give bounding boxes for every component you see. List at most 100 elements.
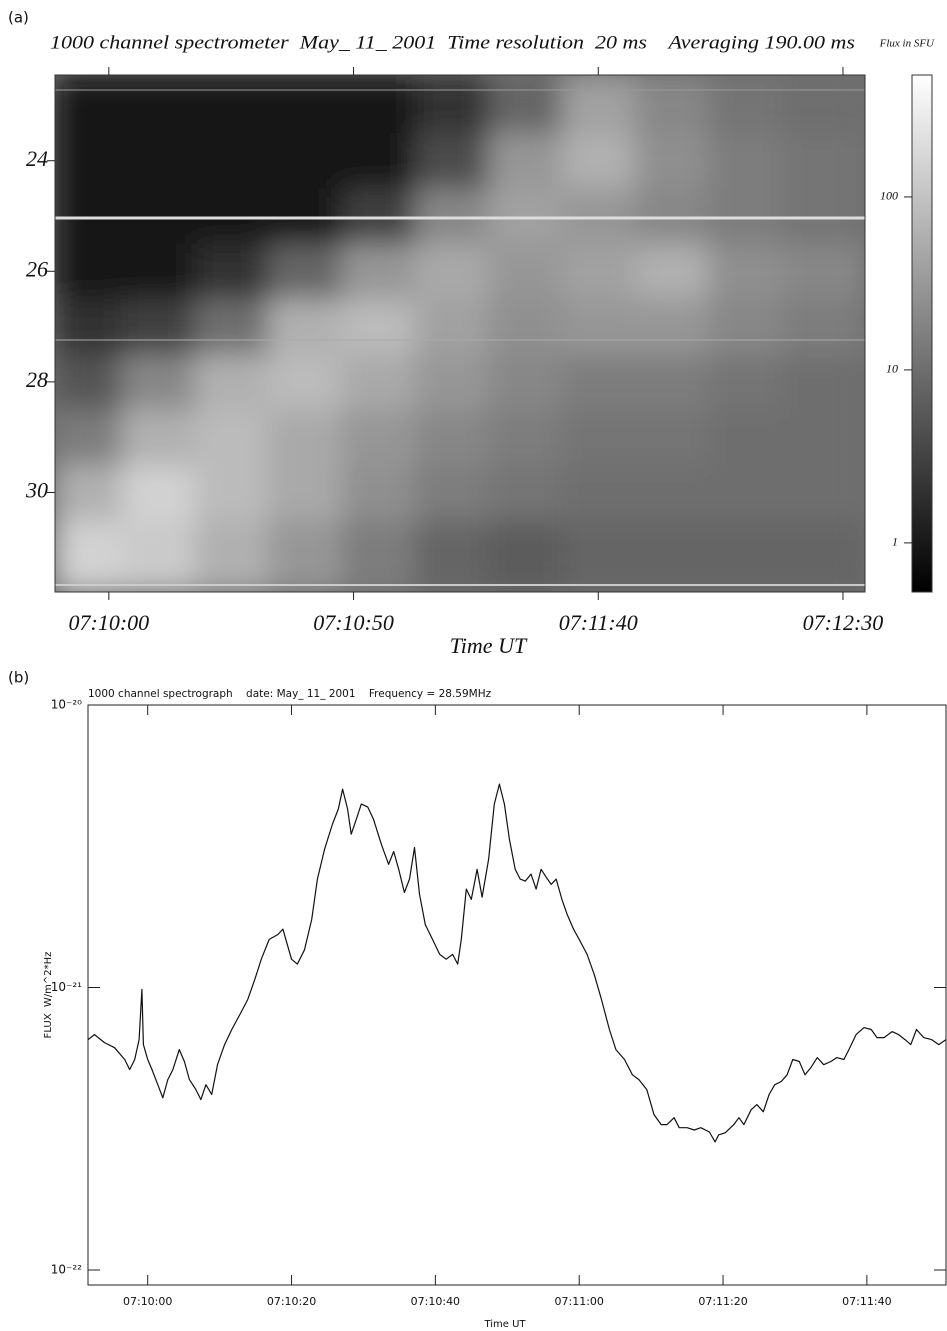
- heatmap-cell: [414, 133, 489, 189]
- chart-title: 1000 channel spectrograph date: May_ 11_…: [88, 688, 492, 700]
- heatmap-cell: [488, 188, 563, 245]
- heatmap-cell: [488, 243, 563, 300]
- y-tick-label: 28: [26, 367, 48, 392]
- heatmap-cell: [634, 298, 709, 355]
- heatmap-cell: [267, 188, 342, 245]
- heatmap-cell: [488, 133, 563, 189]
- interference-lines: [55, 89, 865, 586]
- heatmap-cell: [561, 520, 636, 592]
- heatmap-cell: [634, 75, 709, 134]
- heatmap-cell: [414, 188, 489, 245]
- heatmap-cell: [194, 298, 269, 355]
- heatmap-cell: [781, 133, 865, 189]
- chart-layer: (a) 1000 channel spectrometer May_ 11_ 20…: [8, 9, 946, 1330]
- heatmap-cell: [55, 298, 122, 355]
- heatmap-cell: [781, 298, 865, 355]
- plot-area: [88, 783, 946, 1143]
- heatmap-cell: [55, 188, 122, 245]
- heatmap-cell: [121, 75, 195, 134]
- heatmap-cell: [121, 188, 195, 245]
- colorbar-label: Flux in SFU: [879, 38, 935, 50]
- heatmap-cell: [708, 464, 783, 521]
- heatmap-cell: [708, 75, 783, 134]
- spectrogram: [55, 75, 865, 592]
- heatmap-cell: [414, 354, 489, 411]
- plot-frame: [87, 704, 947, 1286]
- heatmap-cell: [414, 464, 489, 521]
- heatmap-cell: [708, 354, 783, 411]
- heatmap-cell: [561, 298, 636, 355]
- x-axis-label: Time UT: [450, 633, 528, 658]
- heatmap-cell: [341, 298, 416, 355]
- y-tick-label: 10⁻²²: [51, 1263, 82, 1277]
- heatmap-cell: [488, 464, 563, 521]
- heatmap-cell: [55, 75, 122, 134]
- x-axis-label: Time UT: [483, 1319, 526, 1330]
- heatmap-cell: [708, 520, 783, 592]
- heatmap-cell: [121, 464, 195, 521]
- x-tick-label: 07:11:20: [698, 1295, 747, 1308]
- heatmap-cell: [488, 298, 563, 355]
- heatmap-cell: [194, 464, 269, 521]
- heatmap-cell: [194, 243, 269, 300]
- heatmap-cell: [121, 243, 195, 300]
- heatmap-cell: [55, 409, 122, 466]
- colorbar-tick-label: 100: [880, 189, 898, 203]
- heatmap-cell: [341, 520, 416, 592]
- x-tick-label: 07:10:40: [411, 1295, 460, 1308]
- heatmap-cell: [561, 409, 636, 466]
- y-tick-label: 30: [25, 478, 48, 503]
- flux-line: [88, 783, 946, 1143]
- x-tick-label: 07:12:30: [803, 610, 884, 635]
- heatmap-cell: [634, 409, 709, 466]
- y-tick-label: 26: [26, 256, 48, 281]
- heatmap-cell: [561, 243, 636, 300]
- heatmap-cell: [634, 520, 709, 592]
- x-tick-label: 07:11:00: [555, 1295, 604, 1308]
- heatmap-cell: [341, 464, 416, 521]
- heatmap-cell: [341, 354, 416, 411]
- heatmap-cell: [341, 188, 416, 245]
- heatmap-cell: [634, 464, 709, 521]
- heatmap-cell: [267, 464, 342, 521]
- heatmap-cell: [267, 298, 342, 355]
- heatmap-cell: [194, 75, 269, 134]
- heatmap-cell: [708, 409, 783, 466]
- chart-title: 1000 channel spectrometer May_ 11_ 2001 …: [50, 32, 855, 53]
- y-tick-label: 24: [26, 146, 48, 171]
- heatmap-cell: [708, 133, 783, 189]
- heatmap-cell: [781, 243, 865, 300]
- colorbar-tick-label: 10: [886, 362, 898, 376]
- spectrogram-cells: [55, 75, 865, 592]
- heatmap-cell: [194, 520, 269, 592]
- heatmap-cell: [708, 243, 783, 300]
- heatmap-cell: [781, 409, 865, 466]
- heatmap-cell: [267, 354, 342, 411]
- heatmap-cell: [55, 464, 122, 521]
- x-tick-label: 07:10:50: [313, 610, 394, 635]
- heatmap-cell: [414, 243, 489, 300]
- heatmap-cell: [121, 298, 195, 355]
- heatmap-cell: [781, 464, 865, 521]
- heatmap-cell: [488, 520, 563, 592]
- heatmap-cell: [414, 520, 489, 592]
- y-tick-label: 10⁻²¹: [51, 980, 82, 994]
- heatmap-cell: [194, 409, 269, 466]
- heatmap-cell: [634, 133, 709, 189]
- colorbar: [911, 74, 933, 593]
- y-axis-label: FLUX W/m^2*Hz: [43, 952, 54, 1039]
- heatmap-cell: [488, 409, 563, 466]
- heatmap-cell: [561, 133, 636, 189]
- heatmap-cell: [414, 409, 489, 466]
- panel-label: (a): [8, 9, 29, 27]
- heatmap-cell: [708, 188, 783, 245]
- x-tick-label: 07:10:00: [69, 610, 150, 635]
- heatmap-cell: [341, 75, 416, 134]
- heatmap-cell: [121, 354, 195, 411]
- y-tick-label: 10⁻²⁰: [51, 698, 82, 712]
- heatmap-cell: [121, 409, 195, 466]
- heatmap-cell: [561, 75, 636, 134]
- heatmap-cell: [781, 520, 865, 592]
- heatmap-cell: [267, 133, 342, 189]
